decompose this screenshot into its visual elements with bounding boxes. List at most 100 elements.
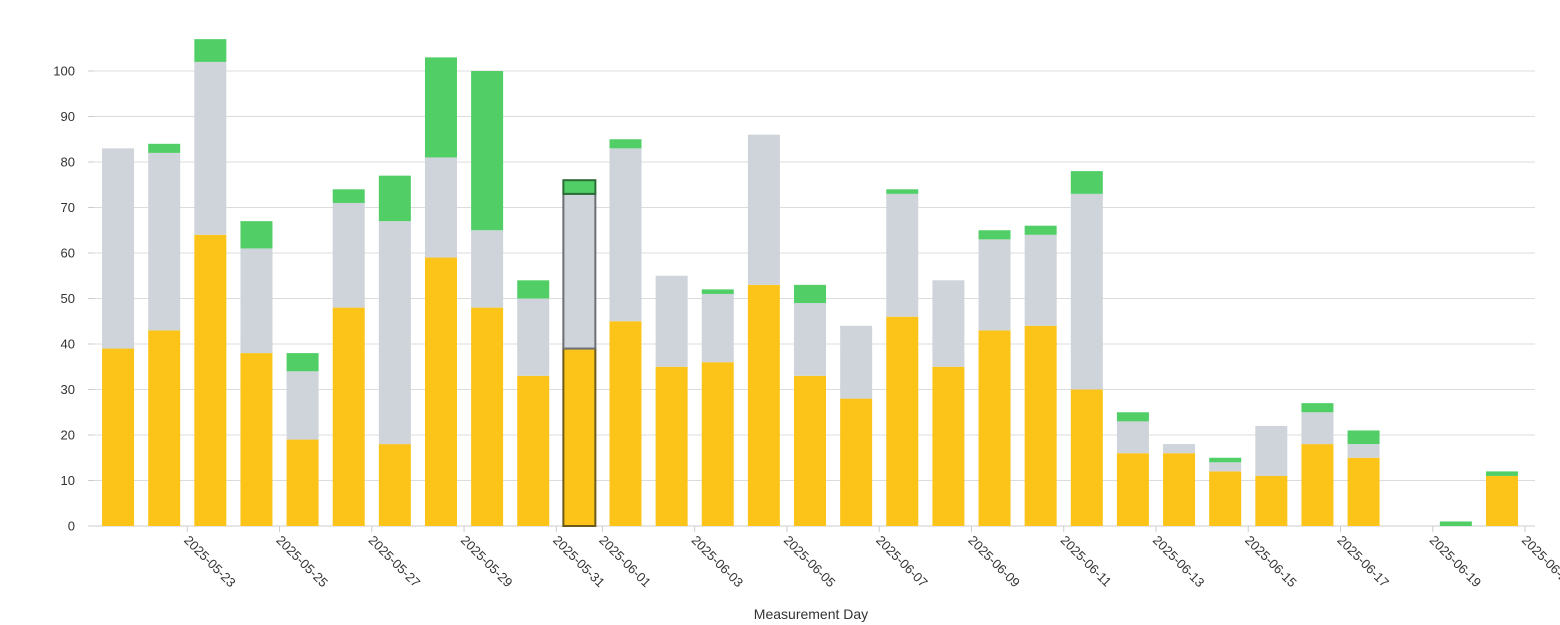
bar-segment-middle [886, 193, 919, 317]
bar-segment-middle [1116, 421, 1149, 454]
x-tick-label: 2025-06-05 [781, 533, 839, 591]
bar-segment-top [1347, 430, 1380, 445]
bar-stack [102, 148, 135, 526]
bar-segment-top [1485, 471, 1518, 476]
bar-stack [148, 143, 181, 526]
x-tick-label: 2025-06-09 [965, 533, 1023, 591]
bar-stack [1439, 521, 1472, 526]
bar-segment-top [1209, 457, 1242, 463]
bar-segment-bottom [332, 307, 365, 526]
bar-segment-middle [747, 134, 780, 285]
bar-segment-middle [102, 148, 135, 349]
bar-stack [840, 325, 873, 526]
bar-segment-bottom [978, 330, 1011, 526]
bar-segment-top [1024, 225, 1057, 235]
bar-stack [1116, 412, 1149, 526]
bar-segment-bottom [1209, 471, 1242, 526]
bar-segment-top [424, 57, 457, 158]
bar-stack [655, 275, 688, 526]
bar-segment-top [194, 39, 227, 62]
bar-segment-middle [1163, 444, 1196, 454]
bar-stack [378, 175, 411, 526]
x-tick-label: 2025-06-21 [1519, 533, 1560, 591]
bar-segment-middle [978, 239, 1011, 331]
bar-stack [1255, 425, 1288, 526]
bar-segment-top [886, 189, 919, 194]
bar-segment-top [378, 175, 411, 222]
bar-segment-top [1301, 403, 1334, 413]
bar-segment-bottom [517, 375, 550, 526]
bar-segment-bottom [747, 284, 780, 526]
bar-segment-bottom [378, 444, 411, 526]
bar-segment-middle [932, 280, 965, 367]
bar-stack [1485, 471, 1518, 526]
x-tick-label: 2025-06-15 [1242, 533, 1300, 591]
bar-stack [562, 179, 597, 527]
bar-stack [286, 353, 319, 526]
y-tick-label: 0 [68, 519, 75, 534]
bar-segment-bottom [1070, 389, 1103, 526]
bar-segment-middle [1255, 425, 1288, 476]
bar-segment-middle [655, 275, 688, 367]
bar-segment-middle [517, 298, 550, 376]
bar-segment-bottom [286, 439, 319, 526]
bar-segment-bottom [1116, 453, 1149, 526]
bar-segment-bottom [424, 257, 457, 526]
x-tick-label: 2025-05-29 [458, 533, 516, 591]
bar-segment-middle [286, 371, 319, 440]
bar-segment-top [240, 221, 273, 249]
bar-segment-bottom [655, 366, 688, 526]
bar-segment-bottom [240, 353, 273, 526]
bar-segment-top [701, 289, 734, 294]
y-tick-label: 70 [61, 200, 75, 215]
bar-segment-top [148, 143, 181, 153]
bar-stack [1209, 457, 1242, 526]
bar-segment-bottom [886, 316, 919, 526]
bar-segment-top [332, 189, 365, 203]
bar-segment-middle [471, 230, 504, 308]
bar-stack [517, 280, 550, 526]
x-tick-label: 2025-06-03 [689, 533, 747, 591]
bar-stack [886, 189, 919, 526]
bar-segment-middle [701, 293, 734, 363]
y-tick-label: 80 [61, 155, 75, 170]
bar-segment-top [1116, 412, 1149, 422]
bar-segment-bottom [1485, 475, 1518, 526]
x-tick-label: 2025-06-11 [1058, 533, 1115, 590]
y-tick-label: 90 [61, 109, 75, 124]
bar-segment-bottom [794, 375, 827, 526]
bar-segment-bottom [148, 330, 181, 526]
bar-segment-top [286, 353, 319, 372]
bar-segment-bottom [701, 362, 734, 526]
bar-segment-top [1070, 171, 1103, 194]
bar-segment-bottom [1301, 444, 1334, 526]
bar-segment-middle [609, 148, 642, 322]
bar-segment-top [794, 284, 827, 304]
y-tick-label: 60 [61, 246, 75, 261]
x-tick-label: 2025-05-23 [181, 533, 239, 591]
x-tick-label: 2025-05-27 [366, 533, 424, 591]
bar-stack [609, 139, 642, 526]
y-tick-label: 20 [61, 428, 75, 443]
bar-segment-middle [332, 202, 365, 308]
bar-segment-middle [148, 152, 181, 331]
bar-segment-middle [194, 61, 227, 235]
y-tick-label: 30 [61, 382, 75, 397]
x-tick-label: 2025-06-19 [1427, 533, 1485, 591]
y-axis: 0 10 20 30 40 50 60 70 80 90 100 [53, 64, 94, 534]
bar-stack [932, 280, 965, 526]
bar-stack [424, 57, 457, 526]
bar-segment-middle [794, 303, 827, 376]
bar-segment-middle [424, 157, 457, 258]
bar-segment-middle [1024, 234, 1057, 326]
bar-stack [747, 134, 780, 526]
bar-stack [978, 230, 1011, 526]
bar-stack [1024, 225, 1057, 526]
bar-stack [1301, 403, 1334, 526]
x-tick-label: 2025-05-25 [273, 533, 331, 591]
bar-stack [1163, 444, 1196, 526]
bar-segment-middle [240, 248, 273, 354]
bar-stack [471, 71, 504, 526]
bar-segment-bottom [1347, 457, 1380, 526]
